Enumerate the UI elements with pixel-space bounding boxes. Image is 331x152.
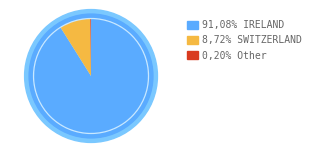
Wedge shape — [34, 19, 148, 133]
Wedge shape — [90, 19, 91, 76]
Circle shape — [24, 10, 158, 142]
Legend: 91,08% IRELAND, 8,72% SWITZERLAND, 0,20% Other: 91,08% IRELAND, 8,72% SWITZERLAND, 0,20%… — [187, 20, 302, 61]
Wedge shape — [61, 19, 91, 76]
Circle shape — [34, 19, 148, 133]
Circle shape — [29, 14, 153, 138]
